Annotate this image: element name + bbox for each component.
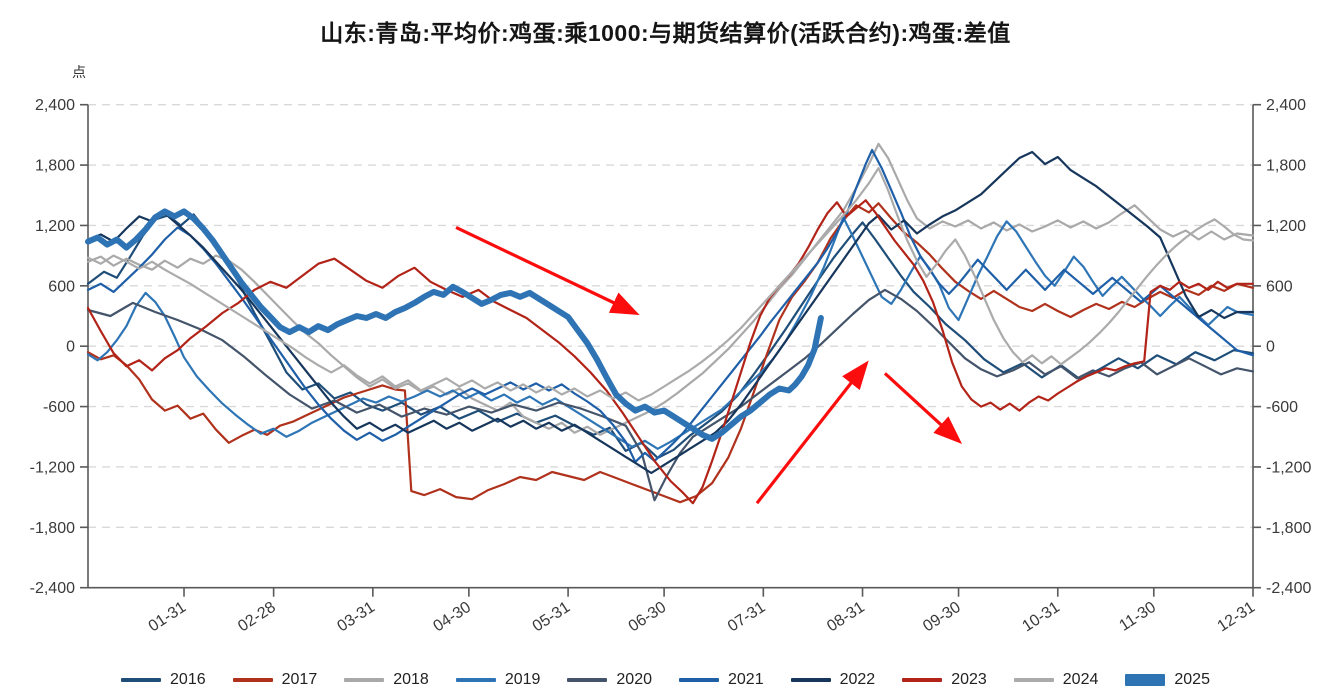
x-axis-label: 09-30 (920, 599, 964, 636)
x-axis-label: 01-31 (146, 599, 190, 636)
y-axis-label-right: 1,800 (1266, 158, 1306, 175)
legend-swatch-2020 (567, 678, 608, 682)
annotation-arrow-2 (755, 360, 869, 505)
y-axis-label-left: -600 (43, 399, 75, 416)
y-axis-label-left: -1,800 (30, 520, 75, 537)
legend-item-2025[interactable]: 2025 (1125, 671, 1210, 689)
y-axis-label-left: 1,200 (35, 218, 75, 235)
legend-item-2016[interactable]: 2016 (121, 671, 206, 689)
y-axis-label-left: -2,400 (30, 580, 75, 597)
legend-item-2022[interactable]: 2022 (790, 671, 876, 689)
y-axis-label-left: 0 (66, 339, 75, 356)
legend-swatch-2023 (902, 678, 943, 682)
legend-label-2016: 2016 (170, 671, 206, 688)
y-axis-label-right: 600 (1266, 278, 1293, 295)
series-2019 (86, 216, 1255, 450)
y-axis-label-right: -1,800 (1266, 520, 1311, 537)
legend-label-2025: 2025 (1174, 671, 1210, 688)
x-axis-label: 04-30 (430, 599, 474, 636)
series-2020 (86, 288, 1255, 502)
y-axis-label-right: -600 (1266, 399, 1298, 416)
y-axis-label-right: 1,200 (1266, 218, 1306, 235)
x-axis-label: 03-31 (334, 599, 378, 636)
legend-item-2020[interactable]: 2020 (567, 671, 652, 689)
legend-label-2023: 2023 (951, 671, 987, 688)
series-2021 (86, 148, 1255, 463)
chart-legend: 2016 2017 2018 2019 2020 2021 2022 2023 2024 2025 (0, 671, 1331, 689)
x-axis-label: 02-28 (235, 599, 279, 636)
y-axis-label-right: -1,200 (1266, 459, 1311, 476)
x-axis-label: 07-31 (725, 599, 769, 636)
legend-item-2018[interactable]: 2018 (344, 671, 429, 689)
legend-item-2019[interactable]: 2019 (455, 671, 541, 689)
x-axis-label: 08-31 (824, 599, 868, 636)
legend-swatch-2024 (1013, 678, 1054, 682)
y-axis-label-right: 0 (1266, 339, 1275, 356)
axes: 2,400 2,400 1,800 1,800 1,200 1,200 600 600 0 0 -6… (30, 97, 1312, 635)
y-axis-label-left: 1,800 (35, 158, 75, 175)
y-axis-label-left: 600 (48, 278, 75, 295)
legend-swatch-2019 (455, 678, 496, 682)
legend-label-2021: 2021 (728, 671, 764, 688)
chart-title: 山东:青岛:平均价:鸡蛋:乘1000:与期货结算价(活跃合约):鸡蛋:差值 (320, 20, 1011, 46)
series-2024 (86, 167, 1255, 402)
legend-item-2023[interactable]: 2023 (902, 671, 987, 689)
legend-swatch-2021 (679, 678, 719, 682)
legend-swatch-2018 (344, 678, 385, 682)
legend-item-2021[interactable]: 2021 (679, 671, 764, 689)
annotation-arrow-3 (883, 372, 963, 445)
legend-swatch-2016 (121, 678, 162, 682)
legend-swatch-2022 (790, 678, 831, 682)
y-axis-label-left: -1,200 (30, 459, 75, 476)
series-2016 (86, 213, 1255, 459)
series-2018 (86, 142, 1255, 436)
legend-label-2020: 2020 (616, 671, 652, 688)
x-axis-label: 11-30 (1116, 599, 1159, 635)
annotation-arrow-1 (455, 226, 640, 316)
y-axis-label-right: -2,400 (1266, 580, 1311, 597)
legend-swatch-2025 (1125, 674, 1166, 686)
legend-label-2018: 2018 (393, 671, 429, 688)
gridlines (88, 103, 1253, 529)
legend-item-2017[interactable]: 2017 (232, 671, 318, 689)
series-2025 (85, 208, 824, 442)
x-axis-label: 06-30 (626, 599, 670, 636)
annotation-arrows (455, 226, 963, 505)
legend-label-2022: 2022 (839, 671, 876, 688)
y-axis-unit-label: 点 (72, 64, 86, 80)
legend-label-2019: 2019 (504, 671, 541, 688)
y-axis-label-right: 2,400 (1266, 97, 1306, 114)
x-axis-label: 12-31 (1215, 599, 1259, 636)
series-lines (85, 142, 1255, 505)
legend-label-2024: 2024 (1062, 671, 1099, 688)
x-axis-label: 05-31 (530, 599, 574, 636)
legend-item-2024[interactable]: 2024 (1013, 671, 1099, 689)
legend-swatch-2017 (232, 678, 273, 682)
legend-label-2017: 2017 (281, 671, 318, 688)
y-axis-label-left: 2,400 (35, 97, 75, 114)
x-axis-label: 10-31 (1019, 599, 1063, 636)
